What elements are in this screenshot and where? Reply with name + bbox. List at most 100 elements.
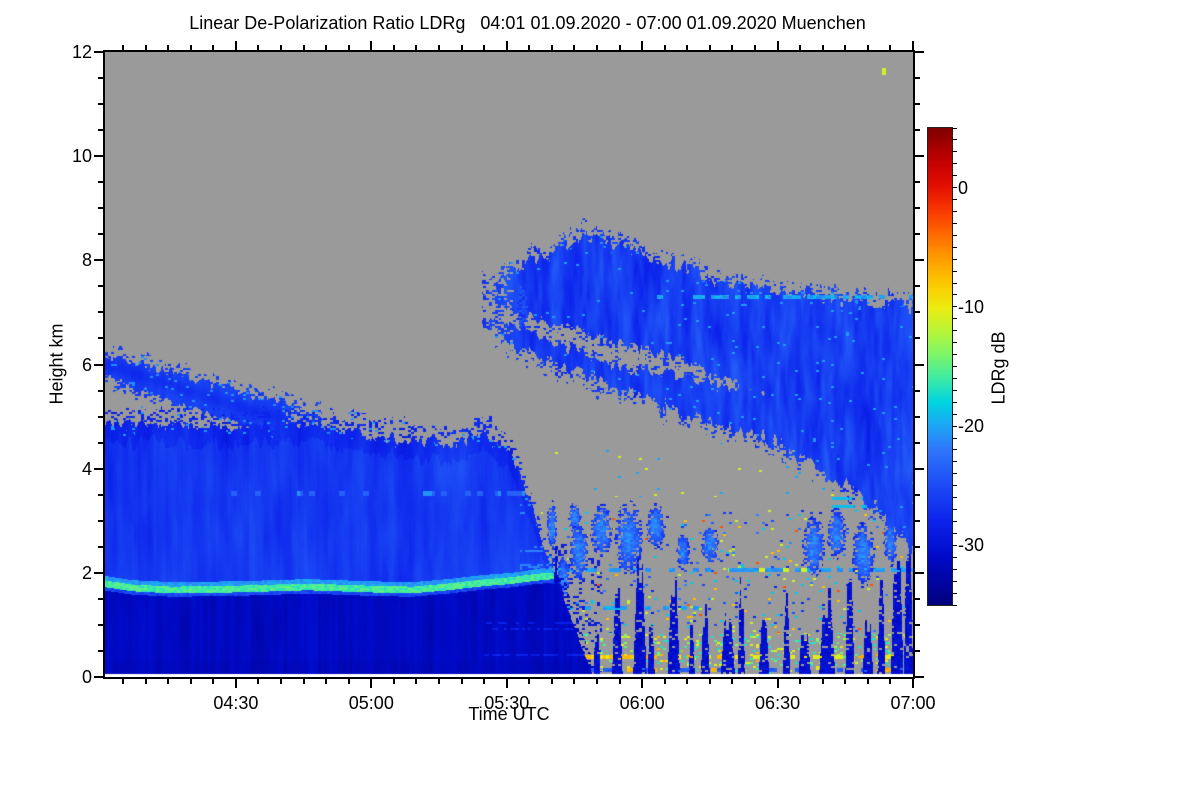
y-tick-label: 4 <box>81 458 92 479</box>
colorbar-tick <box>952 163 957 165</box>
x-tick <box>460 45 463 50</box>
x-tick <box>596 679 599 684</box>
colorbar-tick <box>952 199 957 201</box>
x-tick <box>415 679 418 684</box>
y-tick <box>98 181 103 184</box>
x-tick <box>280 679 283 684</box>
x-tick <box>302 45 305 50</box>
colorbar-tick <box>952 532 957 534</box>
colorbar-tick <box>952 222 957 224</box>
y-tick <box>915 207 920 210</box>
x-tick <box>392 679 395 684</box>
y-tick <box>98 233 103 236</box>
colorbar-tick <box>952 377 957 379</box>
colorbar-tick-label: 0 <box>958 177 969 198</box>
y-tick <box>98 493 103 496</box>
x-tick <box>438 679 441 684</box>
colorbar-tick <box>952 175 957 177</box>
x-tick <box>302 679 305 684</box>
x-tick <box>347 45 350 50</box>
x-tick <box>731 679 734 684</box>
x-tick <box>234 679 237 688</box>
y-tick <box>915 493 920 496</box>
x-tick <box>866 45 869 50</box>
y-tick-label: 12 <box>71 42 92 62</box>
x-tick <box>325 679 328 684</box>
y-tick-label: 0 <box>81 667 92 687</box>
colorbar-tick <box>952 210 957 212</box>
colorbar-tick <box>952 497 957 499</box>
x-tick <box>618 45 621 50</box>
x-tick <box>821 679 824 684</box>
y-tick-label: 8 <box>81 250 92 271</box>
x-tick <box>776 41 779 50</box>
x-tick <box>641 679 644 688</box>
colorbar-tick <box>952 342 957 344</box>
colorbar-tick <box>952 544 957 546</box>
x-tick <box>528 45 531 50</box>
y-tick <box>98 207 103 210</box>
y-tick <box>98 415 103 418</box>
y-tick <box>98 103 103 106</box>
x-tick <box>754 45 756 50</box>
y-tick <box>915 676 924 678</box>
x-tick-label: 05:00 <box>348 693 394 713</box>
y-tick <box>915 155 924 158</box>
colorbar-tick <box>952 234 957 236</box>
x-tick <box>122 679 125 684</box>
colorbar-tick-label: -20 <box>958 416 985 437</box>
x-tick <box>370 679 373 688</box>
colorbar-tick <box>952 509 957 511</box>
colorbar-tick <box>952 556 957 558</box>
x-tick <box>618 679 621 684</box>
x-tick <box>844 679 847 684</box>
colorbar-tick <box>952 282 957 284</box>
y-tick <box>98 649 103 652</box>
colorbar-tick <box>952 270 957 272</box>
y-tick <box>98 129 103 132</box>
x-tick <box>257 679 260 684</box>
colorbar-tick <box>952 306 957 308</box>
x-tick <box>708 679 711 684</box>
y-tick <box>94 676 103 678</box>
y-tick <box>915 623 920 626</box>
x-tick <box>889 679 892 684</box>
x-tick <box>912 41 914 50</box>
y-tick <box>915 363 924 366</box>
x-tick <box>731 45 734 50</box>
y-tick <box>915 129 920 132</box>
colorbar-tick <box>952 437 957 439</box>
x-tick <box>505 41 508 50</box>
x-tick <box>189 45 192 50</box>
y-tick <box>98 77 103 80</box>
colorbar-tick <box>952 568 957 570</box>
colorbar-canvas <box>927 127 953 606</box>
x-tick <box>528 679 531 684</box>
y-tick <box>915 389 920 392</box>
x-tick <box>483 45 486 50</box>
colorbar-tick <box>952 449 957 451</box>
y-tick <box>98 623 103 626</box>
x-tick <box>596 45 599 50</box>
x-tick <box>821 45 824 50</box>
x-tick <box>144 679 147 684</box>
colorbar-tick <box>952 139 957 141</box>
x-tick <box>122 45 125 50</box>
x-tick <box>234 41 237 50</box>
x-tick <box>392 45 395 50</box>
x-tick <box>189 679 192 684</box>
x-tick <box>257 45 260 50</box>
y-tick <box>98 389 103 392</box>
colorbar-tick <box>952 318 957 320</box>
chart-title: Linear De-Polarization Ratio LDRg 04:01 … <box>189 13 866 33</box>
colorbar-tick <box>952 127 957 129</box>
x-tick <box>460 679 463 684</box>
y-tick <box>915 259 924 262</box>
colorbar-tick <box>952 413 957 415</box>
x-tick <box>370 41 373 50</box>
y-tick <box>94 51 103 53</box>
y-tick <box>94 155 103 158</box>
x-tick <box>573 679 576 684</box>
y-tick <box>915 467 924 470</box>
x-tick <box>776 679 779 688</box>
